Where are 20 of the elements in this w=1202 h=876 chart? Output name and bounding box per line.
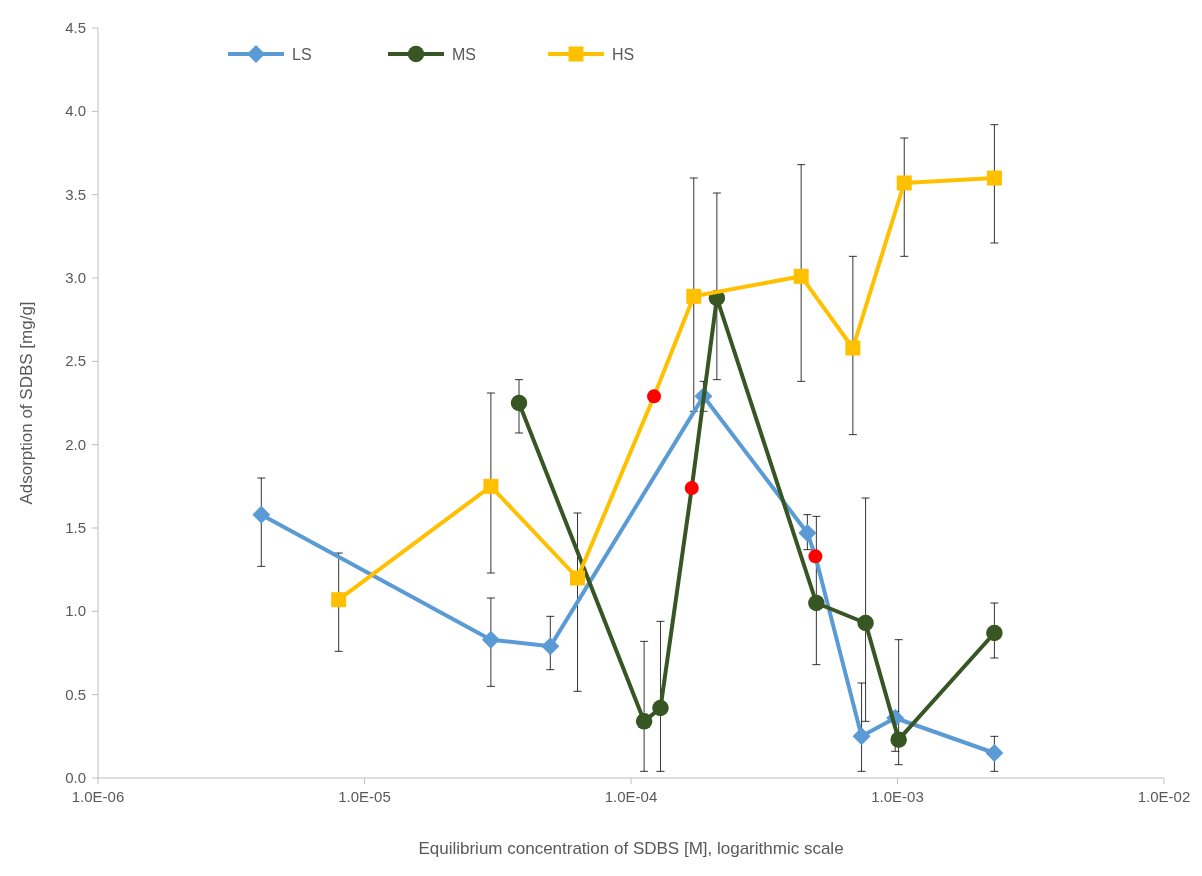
x-tick-label: 1.0E-04 xyxy=(604,788,658,805)
legend-label: HS xyxy=(612,46,635,63)
y-tick-label: 1.5 xyxy=(65,519,86,536)
x-tick-label: 1.0E-06 xyxy=(71,788,125,805)
y-tick-label: 2.0 xyxy=(65,435,86,453)
y-tick-label: 0.5 xyxy=(65,685,86,703)
x-tick-label: 1.0E-05 xyxy=(338,788,391,805)
y-tick-label: 4.5 xyxy=(65,19,86,36)
x-tick-label: 1.0E-02 xyxy=(1137,788,1191,805)
y-tick-label: 2.5 xyxy=(65,352,86,370)
y-tick-label: 1.0 xyxy=(65,602,86,620)
x-tick-label: 1.0E-03 xyxy=(871,788,924,805)
legend-label: MS xyxy=(452,46,476,63)
x-axis-title: Equilibrium concentration of SDBS [M], logarithmic scale xyxy=(418,839,844,858)
y-tick-label: 3.0 xyxy=(65,269,86,286)
y-tick-label: 4.0 xyxy=(65,102,86,120)
y-tick-label: 3.5 xyxy=(65,185,86,203)
y-tick-label: 0.0 xyxy=(65,769,86,786)
legend-label: LS xyxy=(292,46,312,63)
y-axis-title: Adsorption of SDBS [mg/g] xyxy=(17,301,36,505)
